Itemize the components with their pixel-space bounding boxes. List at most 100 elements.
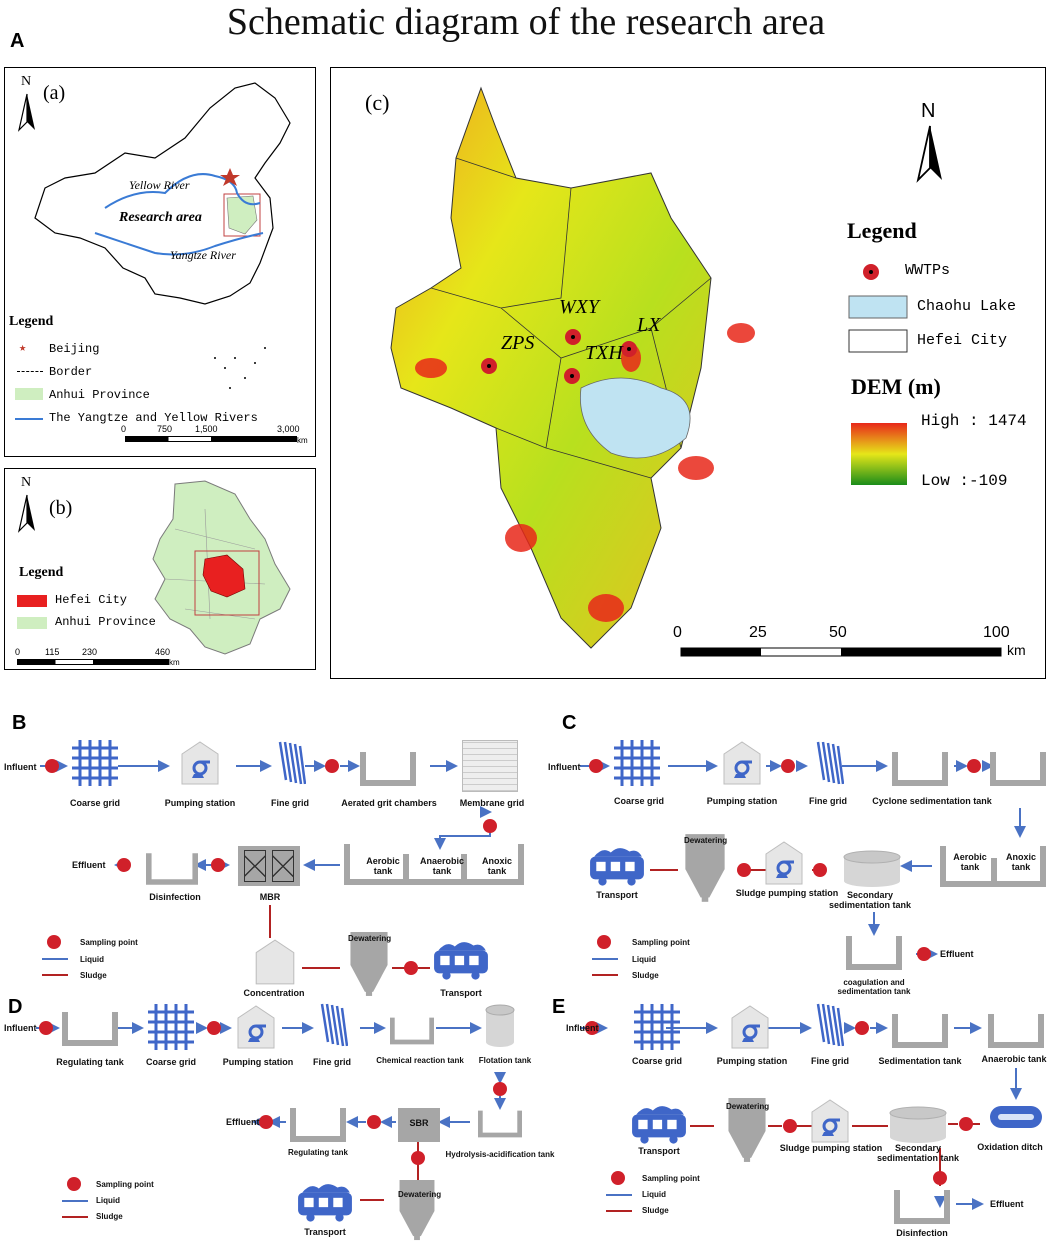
tank-icon: [990, 752, 1046, 786]
legend-sludge: Sludge: [642, 1206, 669, 1215]
dewatering-label: Dewatering: [726, 1102, 770, 1111]
transport-truck-icon: [298, 1184, 352, 1222]
pumping-station-icon: [236, 1004, 276, 1050]
flow-d-legend-icons: [62, 1177, 88, 1218]
transport-label: Transport: [440, 988, 482, 998]
anoxic-label: Anoxic tank: [481, 856, 512, 876]
transport-label: Transport: [304, 1227, 346, 1237]
cyclone-label: Cyclone sedimentation tank: [872, 796, 992, 806]
disinfection-tank-icon: [894, 1190, 950, 1224]
legend-title: Legend: [847, 218, 917, 243]
scale-unit: km: [297, 436, 308, 445]
coagulation-tank-icon: [846, 936, 902, 970]
transport-truck-icon: [434, 942, 488, 980]
sbr-icon: [398, 1108, 440, 1142]
dewatering-hopper-icon: [399, 1179, 435, 1241]
legend-item: Border: [49, 365, 93, 379]
map-a-label: (a): [43, 82, 66, 104]
pumping-station-icon: [180, 740, 220, 786]
aerobic-label: Aerobic tank: [953, 852, 987, 872]
coarse-grid-icon: [72, 740, 118, 786]
legend-item: Beijing: [49, 342, 100, 356]
legend-item: Anhui Province: [49, 388, 150, 402]
coagulation-label: coagulation and sedimentation tank: [837, 978, 911, 996]
site-label: WXY: [559, 296, 599, 318]
influent-label: Influent: [548, 762, 581, 772]
map-c-label: (c): [365, 90, 390, 115]
secondary-label: Secondary sedimentation tank: [828, 890, 911, 910]
north-label: N: [21, 74, 32, 89]
disinfection-label: Disinfection: [896, 1228, 948, 1238]
membrane-grid-label: Membrane grid: [459, 798, 525, 808]
fine-grid-icon: [814, 740, 844, 786]
north-label: N: [21, 475, 32, 490]
legend-sludge: Sludge: [632, 971, 659, 980]
legend-item: Anhui Province: [55, 615, 156, 629]
coarse-grid-label: Coarse grid: [145, 1057, 196, 1067]
scale-tick: 460: [155, 647, 171, 657]
sedimentation-tank-icon: [892, 1014, 948, 1048]
chemical-label: Chemical reaction tank: [376, 1056, 464, 1065]
regulating-2-label: Regulating tank: [287, 1148, 348, 1157]
hefei-swatch: [17, 595, 47, 607]
membrane-grid-icon: [462, 740, 518, 792]
flotation-label: Flotation tank: [478, 1056, 532, 1065]
panel-label-e: E: [552, 996, 566, 1018]
pumping-station-label: Pumping station: [706, 796, 778, 806]
pumping-station-icon: [722, 740, 762, 786]
anoxic-label: Anoxic tank: [1005, 852, 1036, 872]
effluent-label: Effluent: [940, 949, 974, 959]
panel-label-c: C: [562, 712, 577, 734]
wwtp-markers: [481, 329, 637, 384]
panel-label-d: D: [8, 996, 23, 1018]
panel-label-a: A: [10, 30, 25, 52]
research-area-label: Research area: [119, 210, 202, 225]
pumping-station-label: Pumping station: [222, 1057, 294, 1067]
influent-label: Influent: [566, 1023, 599, 1033]
effluent-label: Effluent: [226, 1117, 260, 1127]
fine-grid-label: Fine grid: [811, 1056, 849, 1066]
cyclone-tank-icon: [892, 752, 948, 786]
dewatering-label: Dewatering: [348, 934, 392, 943]
regulating-label: Regulating tank: [56, 1057, 124, 1067]
flow-c-legend-icons: [592, 935, 618, 976]
dem-title: DEM (m): [851, 374, 941, 399]
coarse-grid-icon: [614, 740, 660, 786]
legend-liquid: Liquid: [642, 1190, 666, 1199]
yellow-river-label: Yellow River: [129, 178, 190, 192]
scale-tick: 0: [121, 424, 127, 434]
sludge-pump-label: Sludge pumping station: [735, 888, 839, 898]
transport-label: Transport: [596, 890, 638, 900]
flow-c-lines: [580, 759, 1026, 961]
sbr-label: SBR: [409, 1118, 429, 1128]
coarse-grid-label: Coarse grid: [631, 1056, 682, 1066]
map-b-label: (b): [49, 497, 73, 519]
oxidation-ditch-icon: [990, 1106, 1042, 1128]
disinfection-label: Disinfection: [149, 892, 201, 902]
site-label: TXH: [585, 342, 623, 364]
influent-label: Influent: [4, 1023, 37, 1033]
dem-low: Low :-109: [921, 472, 1008, 490]
legend-sampling: Sampling point: [642, 1174, 700, 1183]
effluent-label: Effluent: [990, 1199, 1024, 1209]
scale-tick: 230: [82, 647, 98, 657]
coarse-grid-icon: [148, 1004, 194, 1050]
dem-high: High : 1474: [921, 412, 1027, 430]
anhui-map: [152, 480, 291, 655]
flow-b-legend-icons: [42, 935, 68, 976]
scale-tick: 750: [157, 424, 173, 434]
scale-tick: 1,500: [195, 424, 218, 434]
legend-sampling: Sampling point: [632, 938, 690, 947]
panel-label-b: B: [12, 712, 27, 734]
flotation-tank-icon: [485, 1004, 515, 1047]
fine-grid-icon: [814, 1002, 844, 1048]
transport-truck-icon: [590, 848, 644, 886]
china-map: [34, 82, 291, 389]
figure-title: Schematic diagram of the research area: [226, 1, 826, 43]
sludge-pump-icon: [764, 840, 804, 886]
aerated-label: Aerated grit chambers: [341, 798, 437, 808]
mbr-icon: [238, 846, 300, 886]
river-swatch: [15, 418, 43, 420]
border-swatch: [17, 371, 43, 372]
scale-tick: 0: [673, 624, 682, 641]
